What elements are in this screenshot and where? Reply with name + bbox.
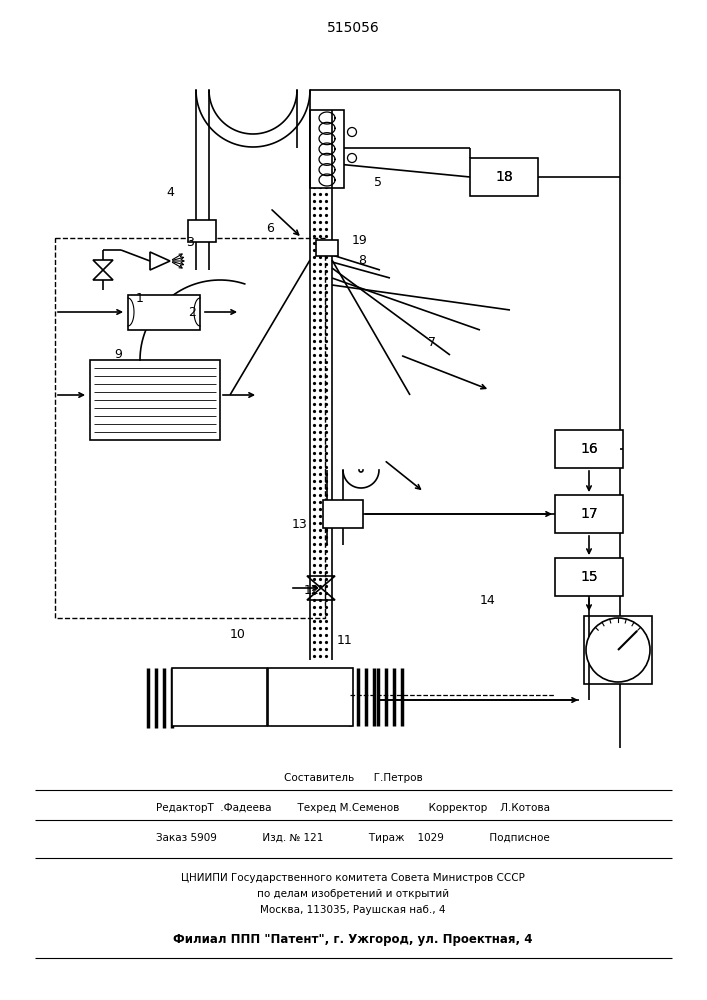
Bar	[268, 668, 353, 726]
Bar	[584, 616, 652, 684]
Text: 18: 18	[495, 170, 513, 184]
Text: Москва, 113035, Раушская наб., 4: Москва, 113035, Раушская наб., 4	[260, 905, 445, 915]
Text: по делам изобретений и открытий: по делам изобретений и открытий	[257, 889, 449, 899]
Bar	[128, 295, 200, 330]
Bar	[470, 158, 538, 196]
Text: 12: 12	[304, 584, 320, 596]
Bar	[172, 668, 267, 726]
Text: 18: 18	[495, 170, 513, 184]
Text: 8: 8	[358, 253, 366, 266]
Text: 5: 5	[374, 176, 382, 188]
Bar	[555, 495, 623, 533]
Text: 7: 7	[428, 336, 436, 349]
Text: 4: 4	[166, 186, 174, 198]
Bar	[55, 238, 325, 618]
Text: 16: 16	[580, 442, 598, 456]
Text: 9: 9	[114, 349, 122, 361]
Text: 19: 19	[352, 233, 368, 246]
Text: ЦНИИПИ Государственного комитета Совета Министров СССР: ЦНИИПИ Государственного комитета Совета …	[181, 873, 525, 883]
Text: Составитель      Г.Петров: Составитель Г.Петров	[284, 773, 422, 783]
Bar	[90, 360, 220, 440]
Text: 2: 2	[188, 306, 196, 318]
Text: 1: 1	[136, 292, 144, 304]
Bar	[188, 220, 216, 242]
Circle shape	[348, 153, 356, 162]
Bar	[555, 430, 623, 468]
Text: 10: 10	[230, 629, 246, 642]
Bar	[316, 240, 338, 256]
Text: 3: 3	[186, 235, 194, 248]
Text: 515056: 515056	[327, 21, 380, 35]
Text: Филиал ППП "Патент", г. Ужгород, ул. Проектная, 4: Филиал ППП "Патент", г. Ужгород, ул. Про…	[173, 934, 533, 946]
Text: 17: 17	[580, 507, 598, 521]
Text: 6: 6	[266, 222, 274, 234]
Text: 15: 15	[580, 570, 598, 584]
Text: 16: 16	[580, 442, 598, 456]
Circle shape	[348, 127, 356, 136]
Bar	[555, 558, 623, 596]
Text: 15: 15	[580, 570, 598, 584]
Circle shape	[586, 618, 650, 682]
Text: РедакторТ  .Фадеева        Техред М.Семенов         Корректор    Л.Котова: РедакторТ .Фадеева Техред М.Семенов Корр…	[156, 803, 550, 813]
Bar	[323, 500, 363, 528]
Text: 11: 11	[337, 634, 353, 647]
Text: 17: 17	[580, 507, 598, 521]
Text: 14: 14	[480, 593, 496, 606]
Text: Заказ 5909              Изд. № 121              Тираж    1029              Подпи: Заказ 5909 Изд. № 121 Тираж 1029 Подпи	[156, 833, 550, 843]
Text: 13: 13	[292, 518, 308, 532]
Bar	[310, 110, 344, 188]
